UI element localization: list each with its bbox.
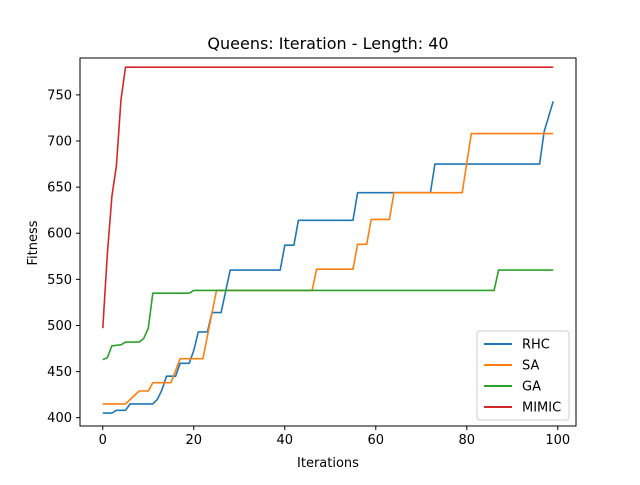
y-tick-label: 450 bbox=[47, 365, 72, 380]
y-tick-label: 600 bbox=[47, 227, 72, 242]
legend-box bbox=[476, 330, 570, 421]
y-axis: 400 450 500 550 600 650 700 750 bbox=[47, 88, 80, 426]
x-tick-label: 80 bbox=[459, 433, 476, 448]
y-tick-label: 750 bbox=[47, 88, 72, 103]
series-line-mimic bbox=[102, 66, 554, 329]
legend-label-rhc: RHC bbox=[522, 338, 550, 353]
y-tick-label: 700 bbox=[47, 135, 72, 150]
plot-area bbox=[79, 57, 577, 427]
y-tick-label: 550 bbox=[47, 273, 72, 288]
plot-frame bbox=[79, 57, 577, 427]
series-line-sa bbox=[102, 132, 554, 405]
legend-label-ga: GA bbox=[522, 380, 541, 395]
x-tick-label: 40 bbox=[276, 433, 293, 448]
legend-label-sa: SA bbox=[522, 359, 539, 374]
y-axis-label: Fitness bbox=[26, 220, 41, 265]
y-tick-label: 650 bbox=[47, 181, 72, 196]
legend-label-mimic: MIMIC bbox=[522, 401, 561, 416]
x-axis-label: Iterations bbox=[297, 456, 359, 471]
legend: RHC SA GA MIMIC bbox=[476, 330, 570, 421]
x-axis: 0 20 40 60 80 100 bbox=[99, 426, 570, 448]
x-tick-label: 100 bbox=[545, 433, 570, 448]
series-line-rhc bbox=[102, 101, 554, 414]
y-tick-label: 400 bbox=[47, 411, 72, 426]
y-tick-label: 500 bbox=[47, 319, 72, 334]
x-tick-label: 0 bbox=[99, 433, 107, 448]
x-tick-label: 20 bbox=[185, 433, 202, 448]
x-tick-label: 60 bbox=[368, 433, 385, 448]
chart-title: Queens: Iteration - Length: 40 bbox=[207, 34, 448, 53]
series-line-ga bbox=[102, 269, 554, 361]
